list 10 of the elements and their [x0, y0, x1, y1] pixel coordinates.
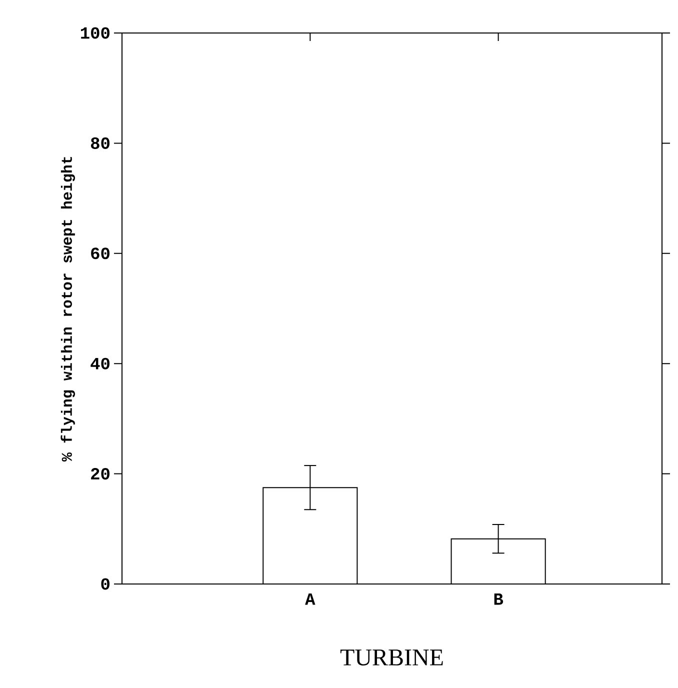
- x-tick-label: B: [494, 594, 504, 605]
- y-axis-title: % flying within rotor swept height: [60, 156, 75, 462]
- y-tick-label: 60: [91, 248, 110, 260]
- y-tick-label: 20: [91, 468, 110, 480]
- x-axis-title: TURBINE: [340, 650, 443, 666]
- y-tick-label: 0: [101, 578, 110, 590]
- x-tick-label: A: [305, 594, 316, 605]
- y-tick-label: 80: [90, 137, 110, 149]
- y-tick-label: 100: [81, 27, 110, 39]
- y-tick-label: 40: [90, 358, 110, 370]
